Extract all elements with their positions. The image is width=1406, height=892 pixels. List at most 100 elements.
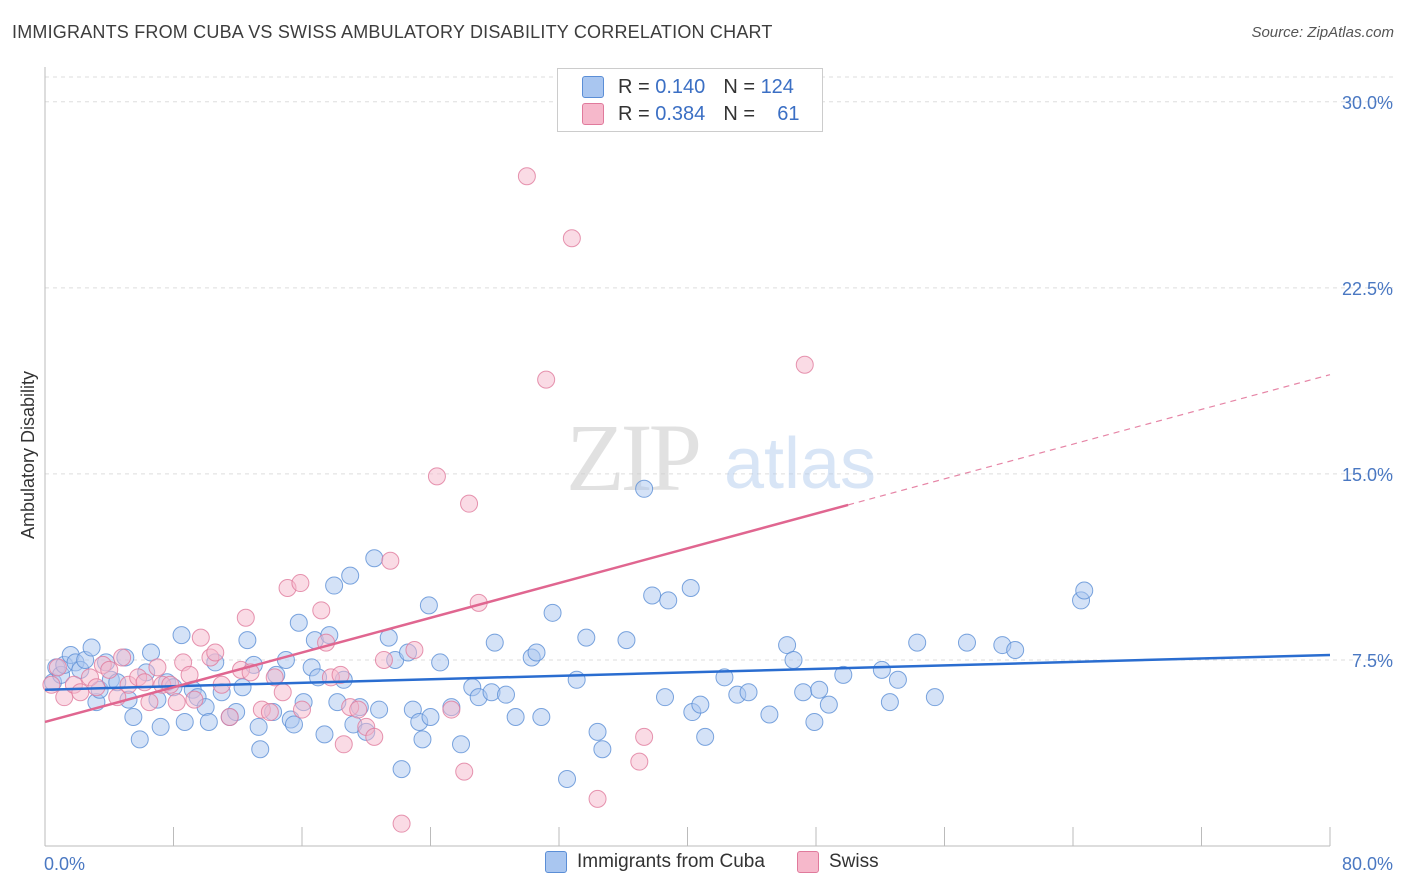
data-point-cuba (413, 730, 432, 749)
data-point-cuba (1075, 581, 1094, 600)
axes (44, 67, 1331, 847)
data-point-swiss (455, 762, 474, 781)
data-point-swiss (381, 551, 400, 570)
data-point-cuba (643, 586, 662, 605)
data-point-swiss (588, 789, 607, 808)
data-point-cuba (392, 760, 411, 779)
legend-item-cuba: Immigrants from Cuba (545, 851, 765, 873)
legend-label-swiss: Swiss (828, 851, 879, 872)
y-tick-label: 30.0% (1342, 93, 1393, 113)
data-point-swiss (71, 683, 90, 702)
data-point-cuba (567, 670, 586, 689)
legend-n-label: N = (723, 75, 755, 98)
data-point-cuba (365, 549, 384, 568)
data-point-cuba (925, 688, 944, 707)
data-point-swiss (312, 601, 331, 620)
data-point-cuba (238, 631, 257, 650)
data-point-cuba (82, 638, 101, 657)
data-point-cuba (739, 683, 758, 702)
data-point-swiss (392, 814, 411, 833)
data-point-cuba (656, 688, 675, 707)
y-tick-label: 15.0% (1342, 465, 1393, 485)
data-point-cuba (715, 668, 734, 687)
data-point-swiss (185, 690, 204, 709)
data-point-cuba (151, 717, 170, 736)
data-point-swiss (291, 574, 310, 593)
data-point-swiss (113, 648, 132, 667)
data-point-cuba (419, 596, 438, 615)
legend-item-swiss: Swiss (796, 851, 879, 873)
data-point-swiss (537, 370, 556, 389)
trend-line-swiss-extension (847, 374, 1331, 506)
data-point-cuba (691, 695, 710, 714)
data-point-cuba (130, 730, 149, 749)
data-point-swiss (635, 727, 654, 746)
data-point-swiss (206, 643, 225, 662)
data-point-swiss (48, 658, 67, 677)
legend-r-label: R = (618, 75, 650, 98)
data-point-swiss (260, 703, 279, 722)
data-point-cuba (199, 712, 218, 731)
data-point-swiss (795, 355, 814, 374)
data-point-cuba (696, 727, 715, 746)
data-point-swiss (562, 229, 581, 248)
data-point-swiss (334, 735, 353, 754)
data-point-cuba (834, 665, 853, 684)
trend-line-swiss (44, 503, 849, 724)
data-point-cuba (957, 633, 976, 652)
data-point-cuba (794, 683, 813, 702)
data-point-cuba (142, 643, 161, 662)
data-point-cuba (1006, 641, 1025, 660)
data-point-cuba (543, 603, 562, 622)
data-point-swiss (273, 683, 292, 702)
data-point-cuba (784, 650, 803, 669)
data-point-cuba (805, 712, 824, 731)
data-point-swiss (331, 665, 350, 684)
data-point-cuba (124, 708, 143, 727)
data-point-cuba (341, 566, 360, 585)
data-point-cuba (659, 591, 678, 610)
axis-labels: 7.5% 15.0% 22.5% 30.0% 0.0% 80.0% (44, 93, 1393, 874)
series-legend: Immigrants from Cuba Swiss (545, 851, 911, 873)
data-point-swiss (293, 700, 311, 719)
data-point-cuba (588, 722, 607, 741)
data-point-cuba (888, 670, 907, 689)
data-point-swiss (220, 708, 239, 727)
data-point-cuba (284, 715, 303, 734)
x-tick-label: 0.0% (44, 854, 85, 874)
data-point-cuba (810, 680, 829, 699)
data-point-cuba (325, 576, 344, 595)
data-point-swiss (460, 494, 479, 513)
data-point-cuba (431, 653, 450, 672)
watermark-zip: ZIP (566, 404, 699, 511)
legend-n-value: 61 (777, 102, 800, 125)
data-point-swiss (236, 608, 255, 627)
data-point-cuba (527, 643, 546, 662)
trend-line-cuba (44, 653, 1331, 691)
legend-swatch-cuba (545, 851, 567, 873)
watermark-atlas: atlas (724, 424, 876, 504)
data-point-swiss (427, 467, 446, 486)
legend-r-value: 0.384 (655, 102, 706, 125)
data-point-cuba (908, 633, 927, 652)
data-point-swiss (349, 700, 368, 719)
data-point-cuba (558, 770, 577, 789)
data-point-cuba (681, 579, 700, 598)
data-point-cuba (496, 685, 515, 704)
legend-swatch-swiss (582, 103, 604, 125)
data-point-cuba (452, 735, 471, 754)
trend-lines (44, 374, 1331, 724)
data-point-cuba (485, 633, 504, 652)
data-point-cuba (370, 700, 389, 719)
data-point-cuba (819, 695, 838, 714)
data-point-swiss (365, 727, 384, 746)
data-point-swiss (442, 700, 461, 719)
data-point-cuba (778, 636, 797, 655)
chart-title: IMMIGRANTS FROM CUBA VS SWISS AMBULATORY… (12, 22, 773, 42)
data-point-cuba (315, 725, 334, 744)
x-tick-label: 80.0% (1342, 854, 1393, 874)
data-point-swiss (265, 668, 284, 687)
data-point-cuba (593, 740, 612, 759)
data-point-cuba (577, 628, 596, 647)
